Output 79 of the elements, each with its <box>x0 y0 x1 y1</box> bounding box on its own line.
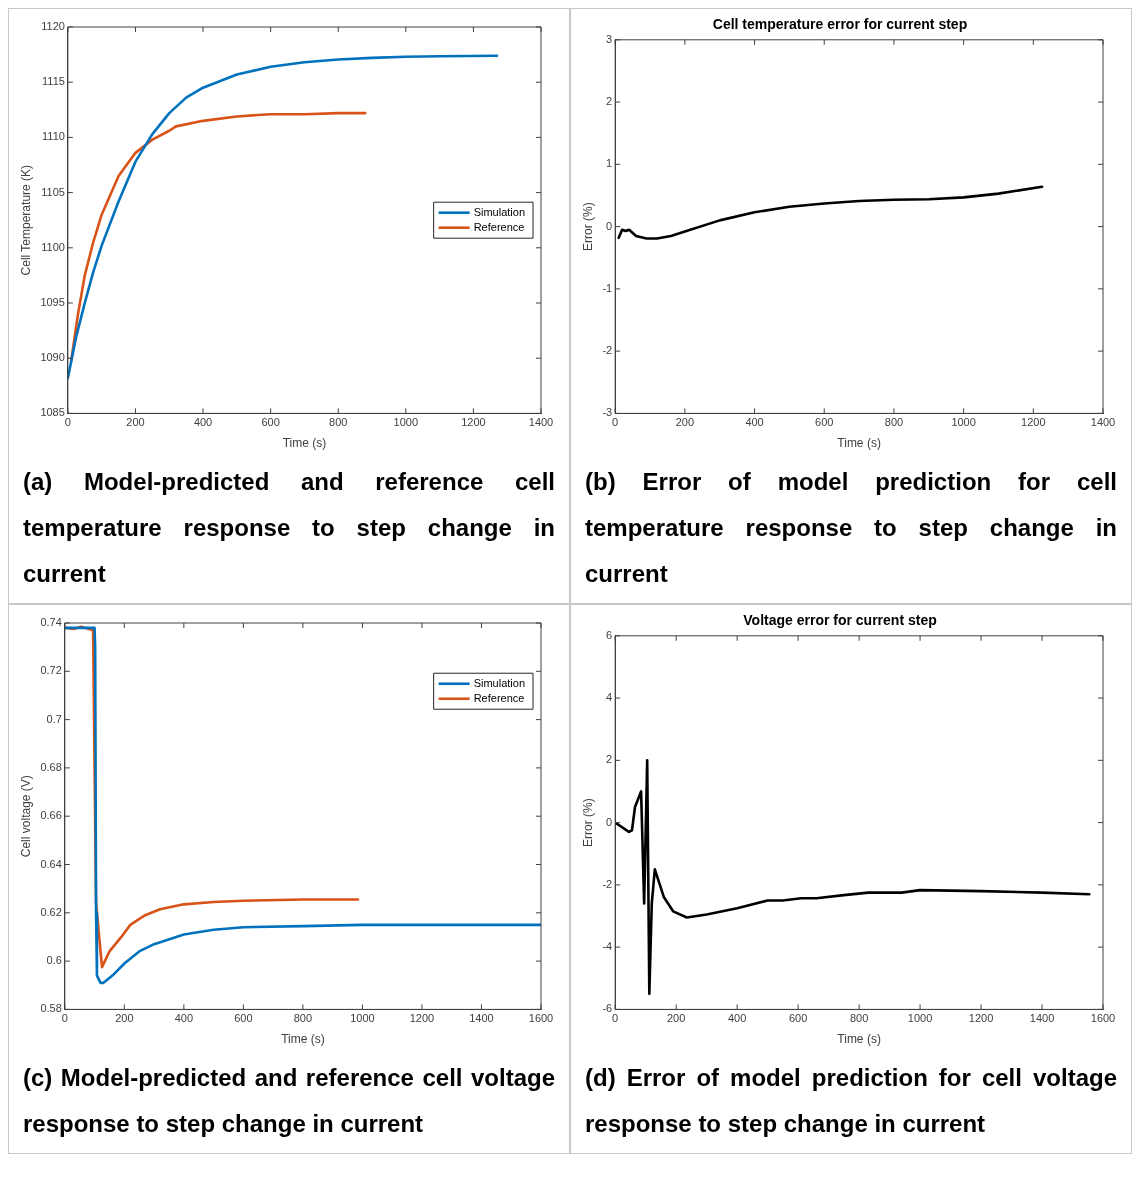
y-tick-label: 1090 <box>40 351 65 364</box>
y-tick-label: 1 <box>606 157 613 170</box>
y-tick-label: -2 <box>602 877 613 890</box>
y-tick-label: 0 <box>606 815 613 828</box>
legend-label: Simulation <box>473 205 525 218</box>
x-tick-label: 800 <box>329 416 348 429</box>
y-tick-label: -3 <box>602 406 613 419</box>
x-axis-title: Time (s) <box>837 1032 881 1047</box>
x-tick-label: 1600 <box>1090 1012 1116 1025</box>
x-tick-label: 400 <box>745 416 764 429</box>
x-tick-label: 1000 <box>907 1012 933 1025</box>
y-tick-label: 0.74 <box>40 616 62 629</box>
y-tick-label: 0.66 <box>40 809 62 822</box>
x-tick-label: 1600 <box>528 1012 554 1025</box>
x-tick-label: 400 <box>193 416 213 429</box>
x-tick-label: 1200 <box>968 1012 994 1025</box>
x-tick-label: 1400 <box>1090 416 1116 429</box>
x-tick-label: 1000 <box>393 416 419 429</box>
y-tick-label: 0.68 <box>40 760 62 773</box>
y-tick-label: 0.62 <box>40 905 62 918</box>
x-tick-label: 200 <box>115 1012 134 1025</box>
text: (d) Error of model prediction for cell voltage response to step change in current <box>584 1063 1118 1139</box>
x-tick-label: 1400 <box>1029 1012 1055 1025</box>
y-tick-label: 0.7 <box>46 712 62 725</box>
y-axis-title: Cell Temperature (K) <box>18 164 33 276</box>
y-tick-label: 0.6 <box>46 954 62 967</box>
x-tick-label: 800 <box>293 1012 313 1025</box>
y-tick-label: 4 <box>606 691 613 704</box>
y-tick-label: 1100 <box>41 240 65 253</box>
x-tick-label: 600 <box>788 1012 808 1025</box>
x-tick-label: 800 <box>884 416 904 429</box>
legend-label: Reference <box>473 220 525 233</box>
x-tick-label: 1000 <box>350 1012 375 1025</box>
y-tick-label: 1085 <box>40 406 65 419</box>
x-tick-label: 1200 <box>409 1012 435 1025</box>
x-tick-label: 200 <box>126 416 145 429</box>
x-axis-title: Time (s) <box>281 1032 325 1047</box>
x-tick-label: 200 <box>675 416 695 429</box>
x-tick-label: 400 <box>727 1012 747 1025</box>
text: (a) Model-predicted and reference cell temperature response to step change in current <box>22 467 556 589</box>
x-tick-label: 1400 <box>469 1012 494 1025</box>
chart-title: Cell temperature error for current step <box>712 16 968 33</box>
x-tick-label: 600 <box>234 1012 253 1025</box>
x-tick-label: 1000 <box>951 416 976 429</box>
x-tick-label: 1200 <box>1021 416 1046 429</box>
y-tick-label: 2 <box>606 753 613 766</box>
chart-title: Voltage error for current step <box>743 612 937 629</box>
y-tick-label: -4 <box>602 940 613 953</box>
y-tick-label: 0.58 <box>40 1002 62 1015</box>
y-tick-label: 2 <box>606 95 613 108</box>
x-tick-label: 800 <box>849 1012 869 1025</box>
text: (b) Error of model prediction for cell temperature response to step change in current <box>584 467 1118 589</box>
x-tick-label: 400 <box>174 1012 194 1025</box>
y-tick-label: 1095 <box>40 296 65 309</box>
x-tick-label: 1400 <box>528 416 554 429</box>
legend-label: Reference <box>473 691 525 704</box>
y-tick-label: -2 <box>602 344 613 357</box>
x-axis-title: Time (s) <box>837 436 881 451</box>
y-tick-label: 1110 <box>42 130 65 143</box>
x-tick-label: 600 <box>261 416 280 429</box>
y-axis-title: Error (%) <box>580 202 595 251</box>
y-tick-label: 0 <box>606 219 613 232</box>
y-tick-label: 0.64 <box>40 857 62 870</box>
y-tick-label: 1120 <box>41 20 65 33</box>
y-tick-label: -6 <box>602 1002 613 1015</box>
y-tick-label: 1115 <box>42 75 65 88</box>
x-tick-label: 600 <box>815 416 834 429</box>
legend-label: Simulation <box>473 676 525 689</box>
y-axis-title: Error (%) <box>580 798 595 847</box>
x-axis-title: Time (s) <box>282 436 327 451</box>
x-tick-label: 1200 <box>461 416 486 429</box>
y-axis-title: Cell voltage (V) <box>18 775 33 858</box>
y-tick-label: 3 <box>606 32 613 45</box>
x-tick-label: 200 <box>666 1012 686 1025</box>
y-tick-label: 0.72 <box>40 664 62 677</box>
text: (c) Model-predicted and reference cell voltage response to step change in current <box>22 1063 556 1139</box>
y-tick-label: -1 <box>602 281 613 294</box>
y-tick-label: 1105 <box>41 185 65 198</box>
y-tick-label: 6 <box>606 628 613 641</box>
